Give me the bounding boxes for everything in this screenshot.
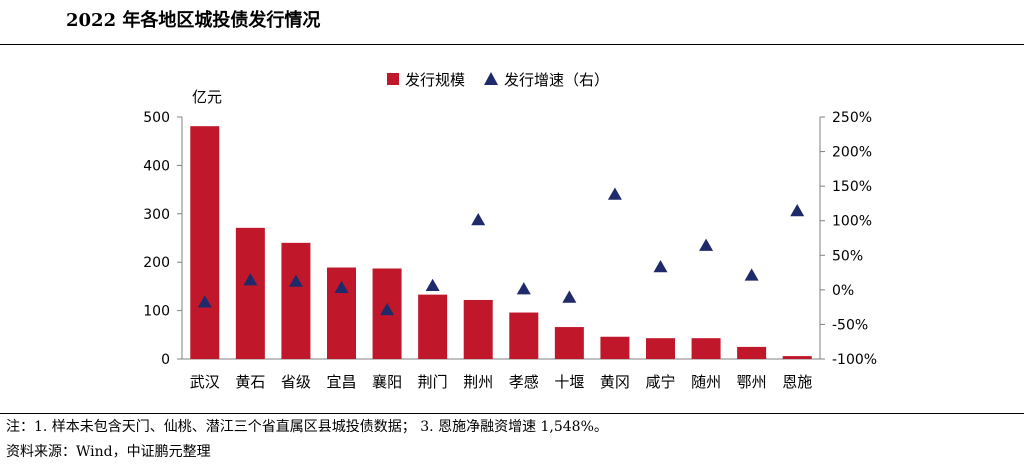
growth-marker <box>197 295 212 308</box>
x-tick-label: 宜昌 <box>326 373 356 391</box>
y-right-tick-label: -100% <box>832 352 877 368</box>
y-right-tick-label: 50% <box>832 248 863 264</box>
growth-marker <box>471 213 486 226</box>
y-left-tick-label: 0 <box>161 352 170 368</box>
y-right-tick-label: 0% <box>832 283 854 299</box>
growth-marker <box>699 238 714 251</box>
legend-bar-swatch <box>387 73 399 85</box>
x-tick-label: 黄石 <box>235 373 265 391</box>
y-axis-left-label: 亿元 <box>192 88 222 106</box>
growth-marker <box>288 274 303 287</box>
x-tick-label: 省级 <box>281 373 311 391</box>
y-left-tick-label: 400 <box>143 158 170 174</box>
bar <box>691 338 721 359</box>
source-note: 资料来源：Wind，中证鹏元整理 <box>6 444 211 460</box>
bar <box>782 356 812 359</box>
x-tick-label: 恩施 <box>782 373 812 391</box>
top-divider <box>0 44 1024 45</box>
y-right-tick-label: 150% <box>832 179 872 195</box>
marker-series <box>197 187 805 316</box>
chart-legend: 发行规模 发行增速（右） <box>387 71 609 89</box>
chart-axes: 0 100 200 300 400 500 -100% -50% 0% 50% 100% 150% 20… <box>143 110 877 368</box>
bar <box>463 299 493 359</box>
x-tick-label: 十堰 <box>554 373 584 391</box>
growth-marker <box>516 282 531 295</box>
bar <box>418 294 448 359</box>
bar <box>509 312 539 359</box>
chart: 发行规模 发行增速（右） 亿元 0 100 200 300 400 500 -100% -50%… <box>143 71 877 391</box>
growth-marker <box>607 187 622 200</box>
bar <box>600 336 630 359</box>
growth-marker <box>425 278 440 291</box>
growth-marker <box>653 260 668 273</box>
x-tick-label: 咸宁 <box>645 373 675 391</box>
footnote: 注：1. 样本未包含天门、仙桃、潜江三个省直属区县城投债数据； 3. 恩施净融资… <box>6 419 608 435</box>
y-left-tick-label: 500 <box>143 110 170 126</box>
x-tick-label: 随州 <box>691 373 721 391</box>
bar <box>235 227 265 359</box>
y-right-tick-label: -50% <box>832 317 868 333</box>
x-tick-label: 荆州 <box>463 373 493 391</box>
growth-marker <box>562 290 577 303</box>
bottom-divider <box>0 413 1024 414</box>
y-right-tick-label: 100% <box>832 214 872 230</box>
legend-bar-label: 发行规模 <box>405 71 465 89</box>
legend-marker-label: 发行增速（右） <box>504 71 609 89</box>
growth-marker <box>790 204 805 217</box>
growth-marker <box>380 302 395 316</box>
y-right-tick-label: 200% <box>832 145 872 161</box>
x-tick-label: 荆门 <box>418 373 448 391</box>
bar <box>737 346 767 359</box>
bar <box>281 242 311 359</box>
bar <box>554 327 584 359</box>
x-tick-label: 孝感 <box>509 373 539 391</box>
x-tick-label: 武汉 <box>190 373 220 391</box>
legend-marker-swatch <box>484 72 498 85</box>
bar <box>190 126 220 359</box>
y-right-tick-label: 250% <box>832 110 872 126</box>
bar-series <box>190 126 812 359</box>
y-left-tick-label: 100 <box>143 304 170 320</box>
growth-marker <box>334 280 349 294</box>
x-tick-label: 襄阳 <box>372 373 402 391</box>
y-left-tick-label: 200 <box>143 255 170 271</box>
growth-marker <box>744 268 759 281</box>
growth-marker <box>243 273 258 286</box>
y-left-tick-label: 300 <box>143 207 170 223</box>
bar <box>646 338 675 359</box>
x-tick-label: 鄂州 <box>737 373 767 391</box>
page-title: 2022 年各地区城投债发行情况 <box>66 10 321 31</box>
x-axis-labels: 武汉 黄石 省级 宜昌 襄阳 荆门 荆州 孝感 十堰 黄冈 咸宁 随州 鄂州 恩施 <box>190 373 812 391</box>
x-tick-label: 黄冈 <box>600 373 630 391</box>
